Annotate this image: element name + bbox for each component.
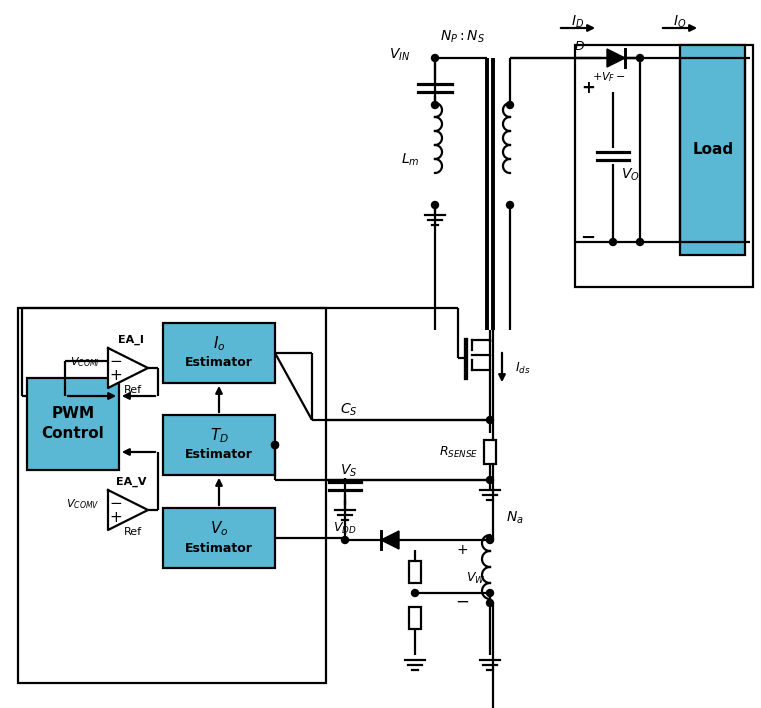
Bar	[680, 45, 745, 255]
Text: +: +	[110, 368, 123, 384]
Text: EA_V: EA_V	[116, 477, 146, 487]
Bar	[163, 415, 275, 475]
Circle shape	[431, 55, 438, 62]
Text: $I_O$: $I_O$	[673, 13, 686, 30]
Circle shape	[431, 202, 438, 208]
Text: $V_S$: $V_S$	[340, 463, 358, 479]
Text: $L_m$: $L_m$	[401, 152, 419, 169]
Text: −: −	[455, 593, 469, 611]
Text: −: −	[581, 229, 596, 247]
Polygon shape	[607, 49, 625, 67]
Text: $V_{COMI}$: $V_{COMI}$	[70, 355, 100, 369]
Text: −: −	[110, 353, 123, 368]
Circle shape	[486, 600, 493, 607]
Text: Estimator: Estimator	[185, 448, 253, 462]
Text: $R_{SENSE}$: $R_{SENSE}$	[438, 445, 478, 459]
Bar	[18, 308, 326, 683]
Text: $+V_F-$: $+V_F-$	[592, 70, 626, 84]
Text: Control: Control	[42, 426, 104, 442]
Text: $D$: $D$	[575, 40, 585, 54]
Text: $V_{COMV}$: $V_{COMV}$	[66, 497, 100, 511]
Bar	[27, 378, 119, 470]
Bar	[163, 323, 275, 383]
Text: $I_o$: $I_o$	[213, 335, 225, 353]
Text: EA_I: EA_I	[118, 335, 144, 345]
Text: Estimator: Estimator	[185, 542, 253, 554]
Circle shape	[486, 476, 493, 484]
Circle shape	[342, 537, 349, 544]
Text: Estimator: Estimator	[185, 357, 253, 370]
Circle shape	[486, 537, 493, 544]
Polygon shape	[108, 348, 148, 388]
Circle shape	[431, 101, 438, 108]
Circle shape	[636, 239, 644, 246]
Polygon shape	[108, 490, 148, 530]
Bar	[484, 440, 496, 464]
Bar	[409, 561, 421, 583]
Text: $V_o$: $V_o$	[210, 520, 228, 538]
Circle shape	[486, 535, 493, 542]
Text: $I_D$: $I_D$	[572, 13, 584, 30]
Text: $T_D$: $T_D$	[209, 427, 228, 445]
Polygon shape	[381, 531, 399, 549]
Circle shape	[507, 202, 514, 208]
Text: $V_W$: $V_W$	[466, 571, 486, 586]
Text: PWM: PWM	[52, 406, 94, 421]
Text: +: +	[456, 543, 468, 557]
Text: +: +	[581, 79, 595, 97]
Circle shape	[507, 101, 514, 108]
Text: $V_O$: $V_O$	[621, 167, 639, 183]
Bar	[575, 45, 753, 287]
Circle shape	[486, 416, 493, 423]
Text: $N_a$: $N_a$	[506, 510, 524, 526]
Text: $I_{ds}$: $I_{ds}$	[515, 360, 530, 375]
Text: $V_{IN}$: $V_{IN}$	[389, 47, 410, 63]
Text: Load: Load	[693, 142, 734, 157]
Text: $N_P:N_S$: $N_P:N_S$	[440, 29, 485, 45]
Circle shape	[636, 55, 644, 62]
Text: −: −	[110, 496, 123, 510]
Text: $V_{DD}$: $V_{DD}$	[333, 520, 357, 535]
Text: $C_S$: $C_S$	[340, 402, 358, 418]
Text: Ref: Ref	[124, 385, 142, 395]
Text: +: +	[110, 510, 123, 525]
Circle shape	[486, 590, 493, 597]
Text: Ref: Ref	[124, 527, 142, 537]
Circle shape	[412, 590, 419, 597]
Circle shape	[610, 239, 616, 246]
Circle shape	[272, 442, 279, 448]
Bar	[409, 607, 421, 629]
Bar	[163, 508, 275, 568]
Circle shape	[272, 442, 279, 448]
